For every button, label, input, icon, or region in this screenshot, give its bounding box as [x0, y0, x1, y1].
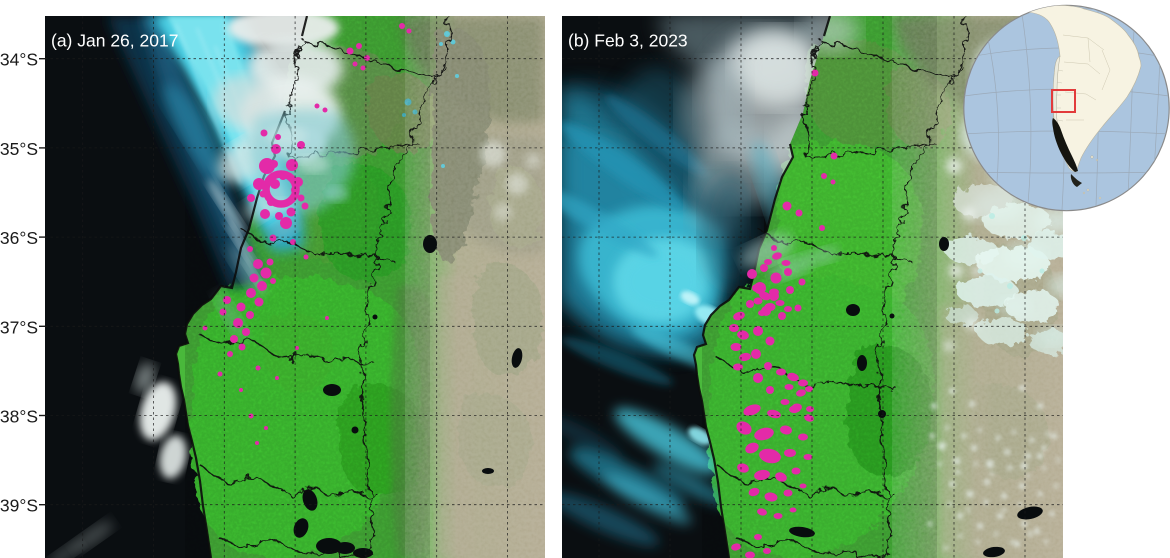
svg-text:(b) Feb 3, 2023: (b) Feb 3, 2023	[568, 31, 688, 51]
svg-text:35°S: 35°S	[0, 139, 38, 159]
svg-text:38°S: 38°S	[0, 407, 38, 427]
svg-text:36°S: 36°S	[0, 228, 38, 248]
svg-text:37°S: 37°S	[0, 317, 38, 337]
svg-text:34°S: 34°S	[0, 50, 38, 70]
svg-text:39°S: 39°S	[0, 496, 38, 516]
svg-text:(a) Jan 26, 2017: (a) Jan 26, 2017	[51, 31, 178, 51]
